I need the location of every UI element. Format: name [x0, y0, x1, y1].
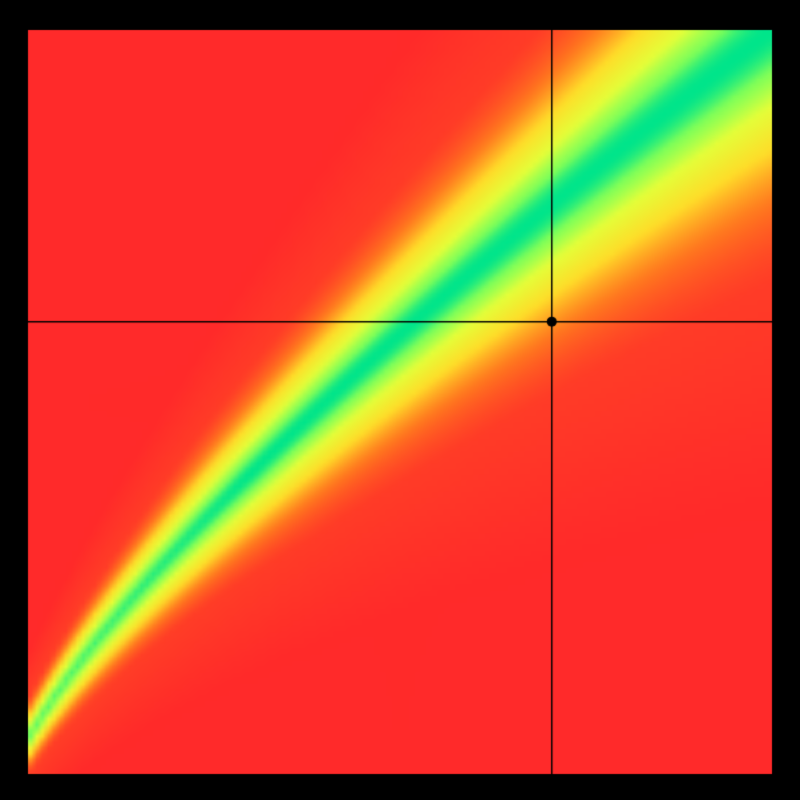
chart-container: TheBottleneck.com — [0, 0, 800, 800]
bottleneck-heatmap — [0, 0, 800, 800]
